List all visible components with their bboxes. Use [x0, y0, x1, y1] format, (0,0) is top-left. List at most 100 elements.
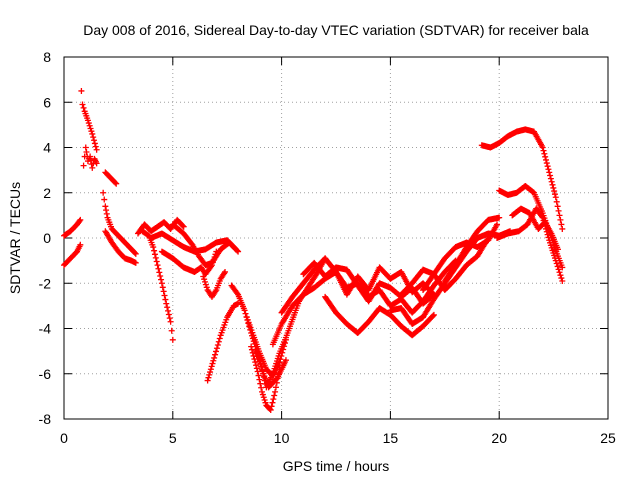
data-point — [202, 281, 209, 288]
data-point — [162, 296, 169, 303]
data-point — [211, 354, 218, 361]
x-tick-label: 5 — [169, 430, 177, 446]
data-point — [241, 307, 248, 314]
data-point — [86, 122, 93, 129]
x-tick-label: 25 — [600, 430, 616, 446]
data-point — [494, 221, 501, 228]
data-point — [100, 189, 107, 196]
data-point — [281, 343, 288, 350]
axis-ticks — [63, 56, 609, 420]
x-tick-label: 20 — [491, 430, 507, 446]
series-arc-27 — [478, 126, 566, 232]
data-point — [101, 196, 108, 203]
data-point — [166, 315, 173, 322]
data-point — [154, 262, 161, 269]
data-point — [151, 247, 158, 254]
data-point — [547, 172, 554, 179]
data-point — [113, 180, 120, 187]
data-point — [554, 263, 561, 270]
data-point — [84, 117, 91, 124]
data-point — [557, 216, 564, 223]
data-point — [235, 248, 242, 255]
series-arc-25 — [420, 221, 501, 294]
data-point — [76, 218, 83, 225]
data-point — [151, 251, 158, 258]
data-point — [261, 396, 268, 403]
data-point — [258, 384, 265, 391]
x-tick-label: 10 — [274, 430, 290, 446]
y-tick-label: -2 — [39, 275, 52, 291]
y-tick-label: 8 — [43, 49, 51, 65]
data-point — [132, 250, 139, 257]
data-point — [256, 376, 263, 383]
y-tick-label: 0 — [43, 230, 51, 246]
data-point — [557, 272, 564, 279]
data-point — [161, 292, 168, 299]
series-arc-4 — [80, 144, 100, 171]
series-arc-23 — [387, 228, 514, 327]
data-point — [268, 403, 275, 410]
data-point — [262, 399, 269, 406]
data-point — [152, 254, 159, 261]
data-point — [91, 137, 98, 144]
data-point — [87, 125, 94, 132]
data-point — [157, 273, 164, 280]
data-point — [156, 269, 163, 276]
y-tick-label: 6 — [43, 94, 51, 110]
data-point — [89, 164, 96, 171]
series-arc-18 — [252, 348, 289, 391]
data-point — [168, 327, 175, 334]
data-point — [278, 352, 285, 359]
data-point — [430, 312, 437, 319]
y-tick-label: 2 — [43, 185, 51, 201]
data-point — [270, 396, 277, 403]
data-point — [165, 307, 172, 314]
data-point — [87, 153, 94, 160]
data-point — [112, 179, 119, 186]
data-point — [541, 150, 548, 157]
data-point — [279, 349, 286, 356]
data-point — [164, 304, 171, 311]
series-arc-3 — [78, 87, 100, 153]
data-point — [90, 134, 97, 141]
data-point — [282, 340, 289, 347]
data-point — [559, 264, 566, 271]
data-point — [546, 169, 553, 176]
data-point — [543, 160, 550, 167]
series-arc-30 — [509, 205, 561, 253]
data-point — [558, 275, 565, 282]
series-arc-1 — [61, 241, 84, 269]
series-arc-12 — [169, 221, 242, 269]
data-point — [554, 246, 561, 253]
data-point — [549, 181, 556, 188]
data-point — [205, 374, 212, 381]
data-point — [216, 335, 223, 342]
data-point — [271, 392, 278, 399]
data-series — [61, 87, 566, 413]
data-point — [200, 273, 207, 280]
data-point — [259, 388, 266, 395]
data-point — [235, 300, 242, 307]
data-point — [77, 216, 84, 223]
data-point — [212, 351, 219, 358]
data-point — [252, 359, 259, 366]
series-arc-26 — [441, 214, 503, 284]
data-point — [544, 231, 551, 238]
data-point — [430, 311, 437, 318]
data-point — [272, 388, 279, 395]
data-point — [282, 357, 289, 364]
data-point — [559, 225, 566, 232]
data-point — [83, 149, 90, 156]
data-point — [78, 87, 85, 94]
data-point — [153, 258, 160, 265]
data-point — [234, 247, 241, 254]
data-point — [169, 336, 176, 343]
data-point — [155, 265, 162, 272]
series-arc-20 — [278, 255, 437, 316]
data-point — [556, 212, 563, 219]
data-point — [103, 210, 110, 217]
data-point — [242, 310, 249, 317]
series-arc-14 — [204, 300, 242, 384]
data-point — [253, 362, 260, 369]
data-point — [158, 276, 165, 283]
